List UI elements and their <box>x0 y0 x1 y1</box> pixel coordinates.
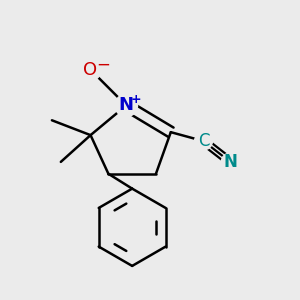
Text: C: C <box>198 132 209 150</box>
Text: N: N <box>119 96 134 114</box>
Circle shape <box>80 59 101 80</box>
Text: N: N <box>223 153 237 171</box>
Circle shape <box>115 94 137 117</box>
Text: O: O <box>83 61 98 79</box>
Text: −: − <box>96 56 110 74</box>
Text: +: + <box>131 93 141 106</box>
Circle shape <box>195 132 212 150</box>
Circle shape <box>221 153 239 171</box>
